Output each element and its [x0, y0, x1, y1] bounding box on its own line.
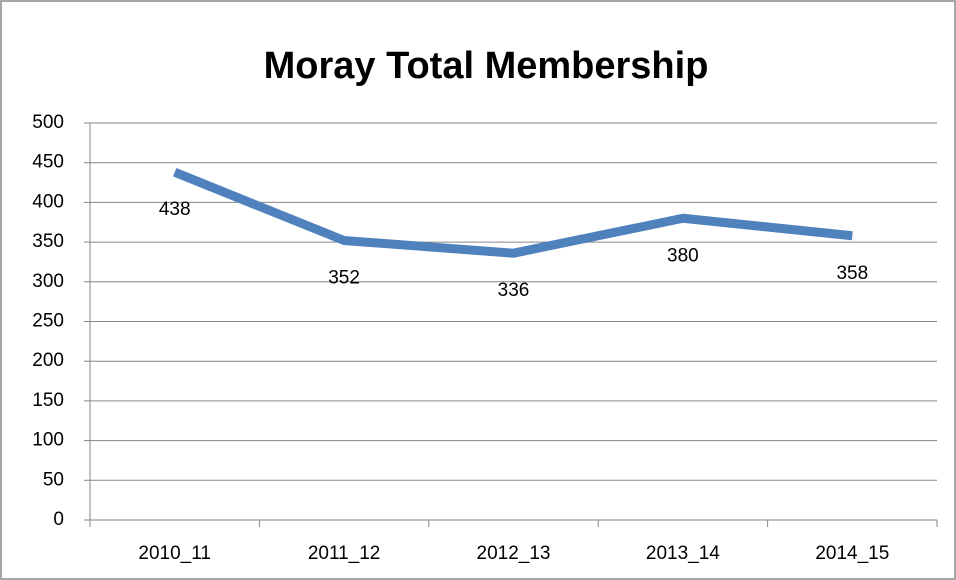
y-tick-label: 500 [32, 112, 64, 133]
y-tick-label: 250 [32, 311, 64, 332]
line-series [173, 168, 853, 258]
y-tick-label: 450 [32, 152, 64, 173]
x-tick-label: 2013_14 [646, 543, 720, 564]
data-label: 380 [667, 245, 699, 266]
x-tick-label: 2011_12 [308, 543, 381, 564]
y-tick-label: 50 [43, 469, 64, 490]
y-tick-label: 200 [32, 350, 64, 371]
data-label: 358 [836, 263, 868, 284]
x-tick-label: 2010_11 [138, 543, 211, 564]
y-tick-label: 150 [32, 390, 64, 411]
x-tick-label: 2014_15 [815, 543, 889, 564]
data-label: 336 [498, 280, 530, 301]
y-tick-label: 350 [32, 231, 64, 252]
data-label: 438 [159, 199, 191, 220]
y-tick-label: 100 [32, 430, 64, 451]
data-label: 352 [328, 268, 360, 289]
x-tick-label: 2012_13 [477, 543, 551, 564]
y-tick-label: 400 [32, 191, 64, 212]
y-tick-label: 300 [32, 271, 64, 292]
y-tick-label: 0 [53, 509, 64, 530]
chart-title: Moray Total Membership [264, 45, 709, 87]
